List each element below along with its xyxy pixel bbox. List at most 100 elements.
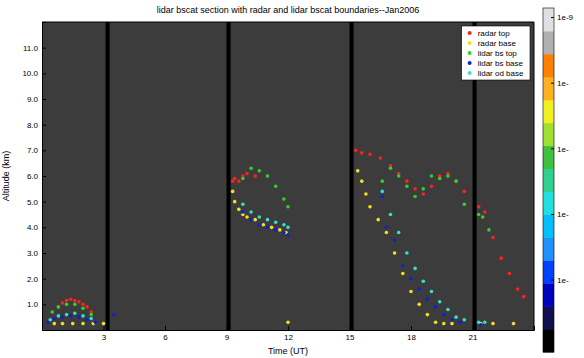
legend-marker xyxy=(468,61,472,65)
data-point xyxy=(389,167,393,171)
colorbar-tick xyxy=(551,83,554,84)
data-point xyxy=(274,228,278,232)
data-point xyxy=(282,223,286,227)
data-point xyxy=(483,321,487,325)
data-point xyxy=(368,152,372,156)
y-tick: 6.0 xyxy=(27,172,46,181)
legend-label: radar base xyxy=(478,39,517,48)
y-tick-mark xyxy=(42,227,46,228)
colorbar-swatch xyxy=(543,306,554,329)
x-tick-mark xyxy=(288,326,289,330)
data-point xyxy=(364,192,368,196)
data-point xyxy=(237,208,241,212)
data-point xyxy=(454,179,458,183)
x-tick-label: 3 xyxy=(102,333,107,342)
data-point xyxy=(278,228,282,232)
plot-data xyxy=(46,22,525,330)
data-point xyxy=(376,218,380,222)
y-tick-label: 4.0 xyxy=(27,223,39,232)
data-point xyxy=(53,317,57,321)
data-point xyxy=(405,184,409,188)
y-tick: 1.0 xyxy=(27,300,46,309)
data-point xyxy=(516,287,520,291)
data-point xyxy=(61,322,65,326)
x-tick-label: 21 xyxy=(469,333,478,342)
colorbar-swatch xyxy=(543,123,554,146)
data-point xyxy=(258,215,262,219)
data-point xyxy=(282,197,286,201)
data-point xyxy=(249,167,253,171)
legend-label: lidar od base xyxy=(478,69,524,78)
colorbar: 1e-1e-1e-1e-1e-9 xyxy=(543,8,574,353)
data-point xyxy=(446,174,450,178)
data-point xyxy=(53,322,57,326)
legend-label: radar top xyxy=(478,29,511,38)
data-point xyxy=(262,223,266,227)
data-point xyxy=(454,179,458,183)
x-tick: 6 xyxy=(163,326,168,342)
data-point xyxy=(81,303,85,307)
y-tick-label: 10.0 xyxy=(22,69,38,78)
data-point xyxy=(50,310,54,314)
x-tick-label: 15 xyxy=(346,333,355,342)
data-point xyxy=(385,231,389,235)
data-point xyxy=(417,287,421,291)
data-point xyxy=(258,169,262,173)
data-point xyxy=(405,251,409,255)
series-1 xyxy=(53,169,516,325)
colorbar-tick-label: 1e- xyxy=(557,276,569,285)
colorbar-swatch xyxy=(543,191,554,214)
data-point xyxy=(241,210,245,214)
data-point xyxy=(69,297,73,301)
y-tick-mark xyxy=(42,48,46,49)
data-point xyxy=(442,322,446,326)
data-point xyxy=(65,303,69,307)
data-point xyxy=(381,179,385,183)
colorbar-swatch xyxy=(543,260,554,283)
data-point xyxy=(413,187,417,191)
legend-marker xyxy=(468,71,472,75)
data-point xyxy=(81,314,85,318)
data-point xyxy=(442,313,446,317)
colorbar-swatch xyxy=(543,100,554,123)
data-point xyxy=(397,231,401,235)
data-point xyxy=(286,205,290,209)
data-point xyxy=(378,156,382,160)
y-tick-mark xyxy=(42,176,46,177)
y-tick: 5.0 xyxy=(27,198,46,207)
x-tick-mark xyxy=(104,326,105,330)
chart-root: 369121518211.02.03.04.05.06.07.08.09.010… xyxy=(0,0,584,358)
data-point xyxy=(57,314,61,318)
y-tick: 4.0 xyxy=(27,223,46,232)
data-point xyxy=(430,174,434,178)
data-point xyxy=(487,228,491,232)
chart-title: lidar bscat section with radar and lidar… xyxy=(157,5,420,15)
colorbar-swatch xyxy=(543,77,554,100)
data-point xyxy=(231,190,235,194)
data-point xyxy=(450,318,454,322)
data-point xyxy=(422,279,426,283)
colorbar-frame xyxy=(543,8,554,352)
x-tick-label: 9 xyxy=(225,333,230,342)
data-point xyxy=(446,308,450,312)
x-tick-label: 6 xyxy=(163,333,168,342)
colorbar-swatch xyxy=(543,283,554,306)
frame-right xyxy=(534,22,535,330)
series-4 xyxy=(48,190,486,325)
x-tick-label: 18 xyxy=(407,333,416,342)
data-point xyxy=(458,321,462,325)
data-point xyxy=(77,315,81,319)
data-point xyxy=(237,179,241,183)
x-tick-mark xyxy=(411,326,412,330)
x-tick-mark xyxy=(227,326,228,330)
data-point xyxy=(241,177,245,181)
data-gap xyxy=(350,22,354,330)
y-tick: 9.0 xyxy=(27,95,46,104)
data-point xyxy=(258,223,262,227)
data-point xyxy=(413,195,417,199)
x-tick: 18 xyxy=(407,326,416,342)
plot-background xyxy=(42,22,534,330)
legend-marker xyxy=(468,31,472,35)
data-point xyxy=(477,321,481,325)
data-point xyxy=(393,251,397,255)
